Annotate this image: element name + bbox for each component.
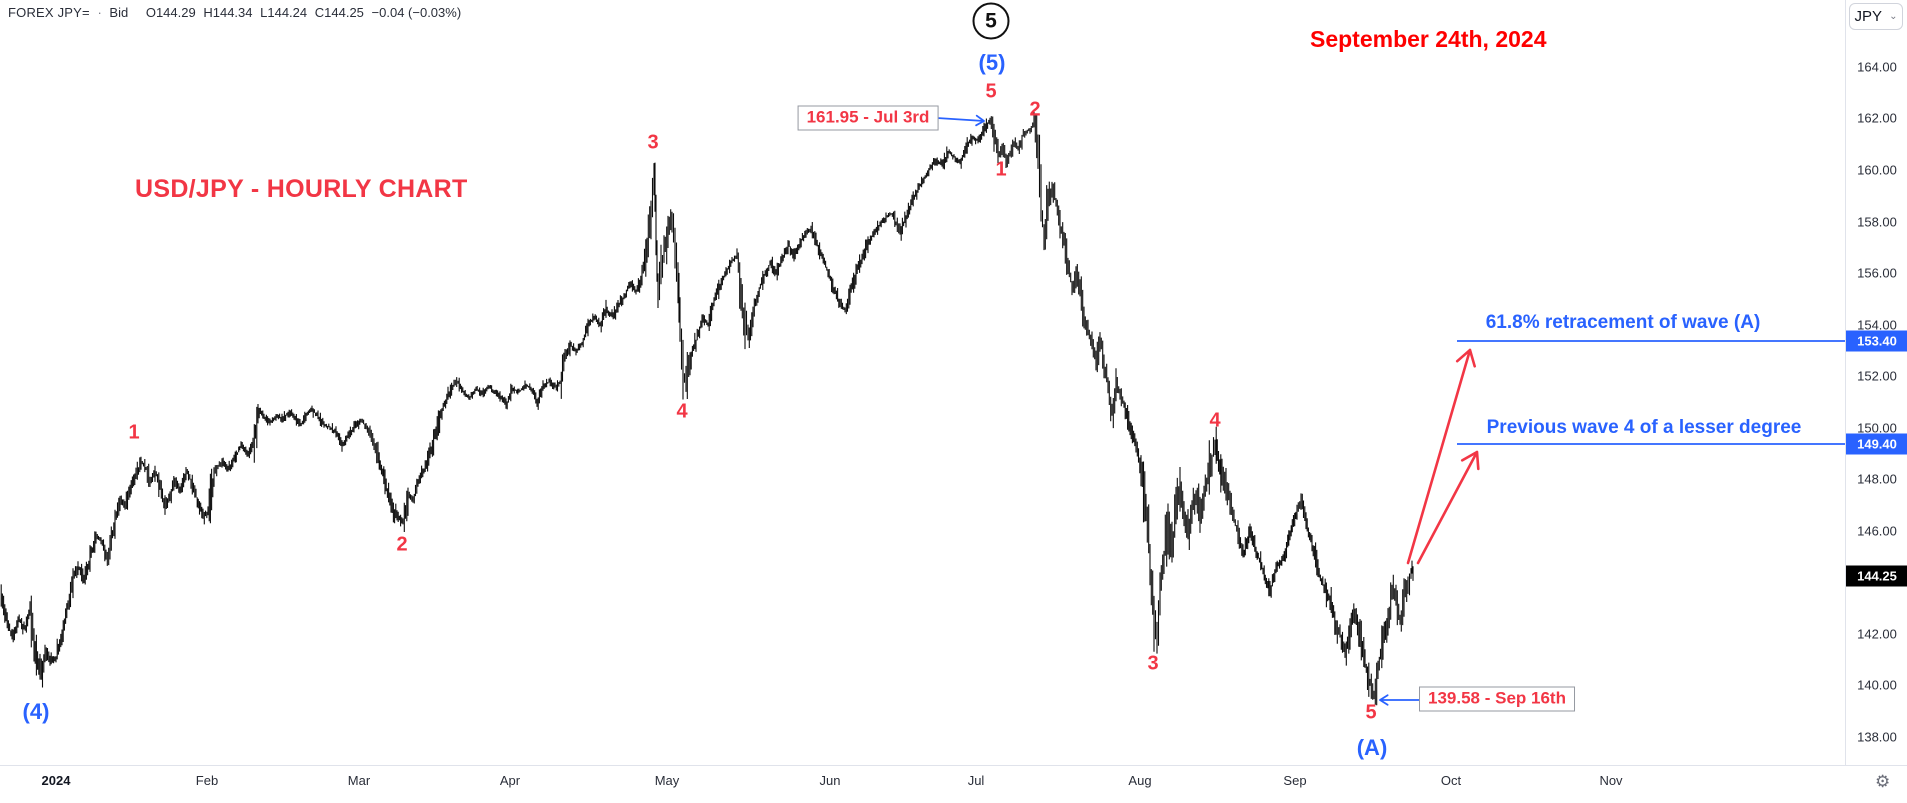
projection-arrow-1[interactable] bbox=[1406, 348, 1476, 565]
price-tick-152.00: 152.00 bbox=[1857, 368, 1897, 384]
wave-label-red-1[interactable]: 1 bbox=[128, 421, 140, 444]
wave-label-red-5[interactable]: 5 bbox=[985, 80, 997, 103]
currency-label: JPY bbox=[1854, 8, 1883, 25]
legend-separator: · bbox=[97, 5, 102, 20]
legend-high: H144.34 bbox=[203, 5, 253, 20]
legend-change: −0.04 (−0.03%) bbox=[371, 5, 462, 20]
price-badge-153.40: 153.40 bbox=[1846, 330, 1907, 352]
wave-label-red-5[interactable]: 5 bbox=[1365, 701, 1377, 724]
legend-open: O144.29 bbox=[145, 5, 196, 20]
price-tick-158.00: 158.00 bbox=[1857, 214, 1897, 230]
time-tick-Apr: Apr bbox=[499, 773, 521, 788]
time-tick-May: May bbox=[654, 773, 680, 788]
wave-label-red-1[interactable]: 1 bbox=[995, 158, 1007, 181]
legend-low: L144.24 bbox=[260, 5, 308, 20]
price-tick-146.00: 146.00 bbox=[1857, 523, 1897, 539]
symbol-legend[interactable]: FOREX JPY= · Bid O144.29 H144.34 L144.24… bbox=[8, 5, 465, 20]
wave-label-red-4[interactable]: 4 bbox=[676, 400, 688, 423]
callout-sep-low[interactable]: 139.58 - Sep 16th bbox=[1419, 686, 1575, 712]
symbol-name: FOREX JPY= bbox=[8, 5, 90, 20]
time-tick-Nov: Nov bbox=[1599, 773, 1623, 788]
legend-close: C144.25 bbox=[314, 5, 364, 20]
legend-field: Bid bbox=[109, 5, 129, 20]
currency-selector-button[interactable]: JPY ⌄ bbox=[1849, 3, 1903, 30]
price-tick-164.00: 164.00 bbox=[1857, 59, 1897, 75]
time-tick-Mar: Mar bbox=[347, 773, 371, 788]
price-badge-149.40: 149.40 bbox=[1846, 433, 1907, 455]
time-tick-2024: 2024 bbox=[41, 773, 71, 788]
price-axis[interactable]: 164.00 162.00 160.00 158.00 156.00 154.00 152.… bbox=[1845, 0, 1907, 765]
price-chart-canvas[interactable] bbox=[0, 0, 1845, 765]
wave-label-red-2[interactable]: 2 bbox=[1029, 98, 1041, 121]
retracement-level-text[interactable]: 61.8% retracement of wave (A) bbox=[1485, 312, 1761, 333]
wave-label-blue-4[interactable]: (4) bbox=[22, 699, 50, 724]
time-tick-Oct: Oct bbox=[1440, 773, 1462, 788]
wave-label-blue-5[interactable]: (5) bbox=[978, 50, 1006, 75]
time-axis[interactable]: 2024 Feb Mar Apr May Jun Jul Aug Sep Oct Nov bbox=[0, 765, 1907, 803]
price-tick-148.00: 148.00 bbox=[1857, 471, 1897, 487]
wave-label-blue-A[interactable]: (A) bbox=[1356, 735, 1388, 760]
price-tick-150.00: 150.00 bbox=[1857, 420, 1897, 436]
projection-arrow-2[interactable] bbox=[1416, 450, 1480, 565]
gear-icon[interactable]: ⚙ bbox=[1875, 772, 1891, 791]
callout-arrow-1 bbox=[936, 114, 985, 127]
time-tick-Jul: Jul bbox=[967, 773, 985, 788]
wave-label-red-3[interactable]: 3 bbox=[647, 131, 659, 154]
date-annotation: September 24th, 2024 bbox=[1310, 26, 1547, 52]
price-badge-144.25: 144.25 bbox=[1846, 565, 1907, 587]
price-tick-156.00: 156.00 bbox=[1857, 265, 1897, 281]
time-tick-Feb: Feb bbox=[195, 773, 219, 788]
chart-title: USD/JPY - HOURLY CHART bbox=[135, 175, 468, 203]
wave-label-red-2[interactable]: 2 bbox=[396, 533, 408, 556]
circled-wave-5-label[interactable]: 5 bbox=[972, 2, 1010, 40]
price-tick-162.00: 162.00 bbox=[1857, 110, 1897, 126]
wave-label-red-4[interactable]: 4 bbox=[1209, 409, 1221, 432]
time-tick-Aug: Aug bbox=[1128, 773, 1152, 788]
wave-label-red-3[interactable]: 3 bbox=[1147, 652, 1159, 675]
chevron-down-icon: ⌄ bbox=[1889, 11, 1898, 22]
price-line[interactable] bbox=[0, 112, 1414, 706]
previous-wave4-level-text[interactable]: Previous wave 4 of a lesser degree bbox=[1486, 417, 1802, 438]
time-tick-Jun: Jun bbox=[819, 773, 841, 788]
price-tick-140.00: 140.00 bbox=[1857, 677, 1897, 693]
price-tick-160.00: 160.00 bbox=[1857, 162, 1897, 178]
price-tick-142.00: 142.00 bbox=[1857, 626, 1897, 642]
time-tick-Sep: Sep bbox=[1283, 773, 1307, 788]
price-tick-138.00: 138.00 bbox=[1857, 729, 1897, 745]
callout-arrow-2 bbox=[1379, 694, 1427, 706]
price-tick-154.00: 154.00 bbox=[1857, 317, 1897, 333]
callout-july-high[interactable]: 161.95 - Jul 3rd bbox=[797, 105, 939, 131]
